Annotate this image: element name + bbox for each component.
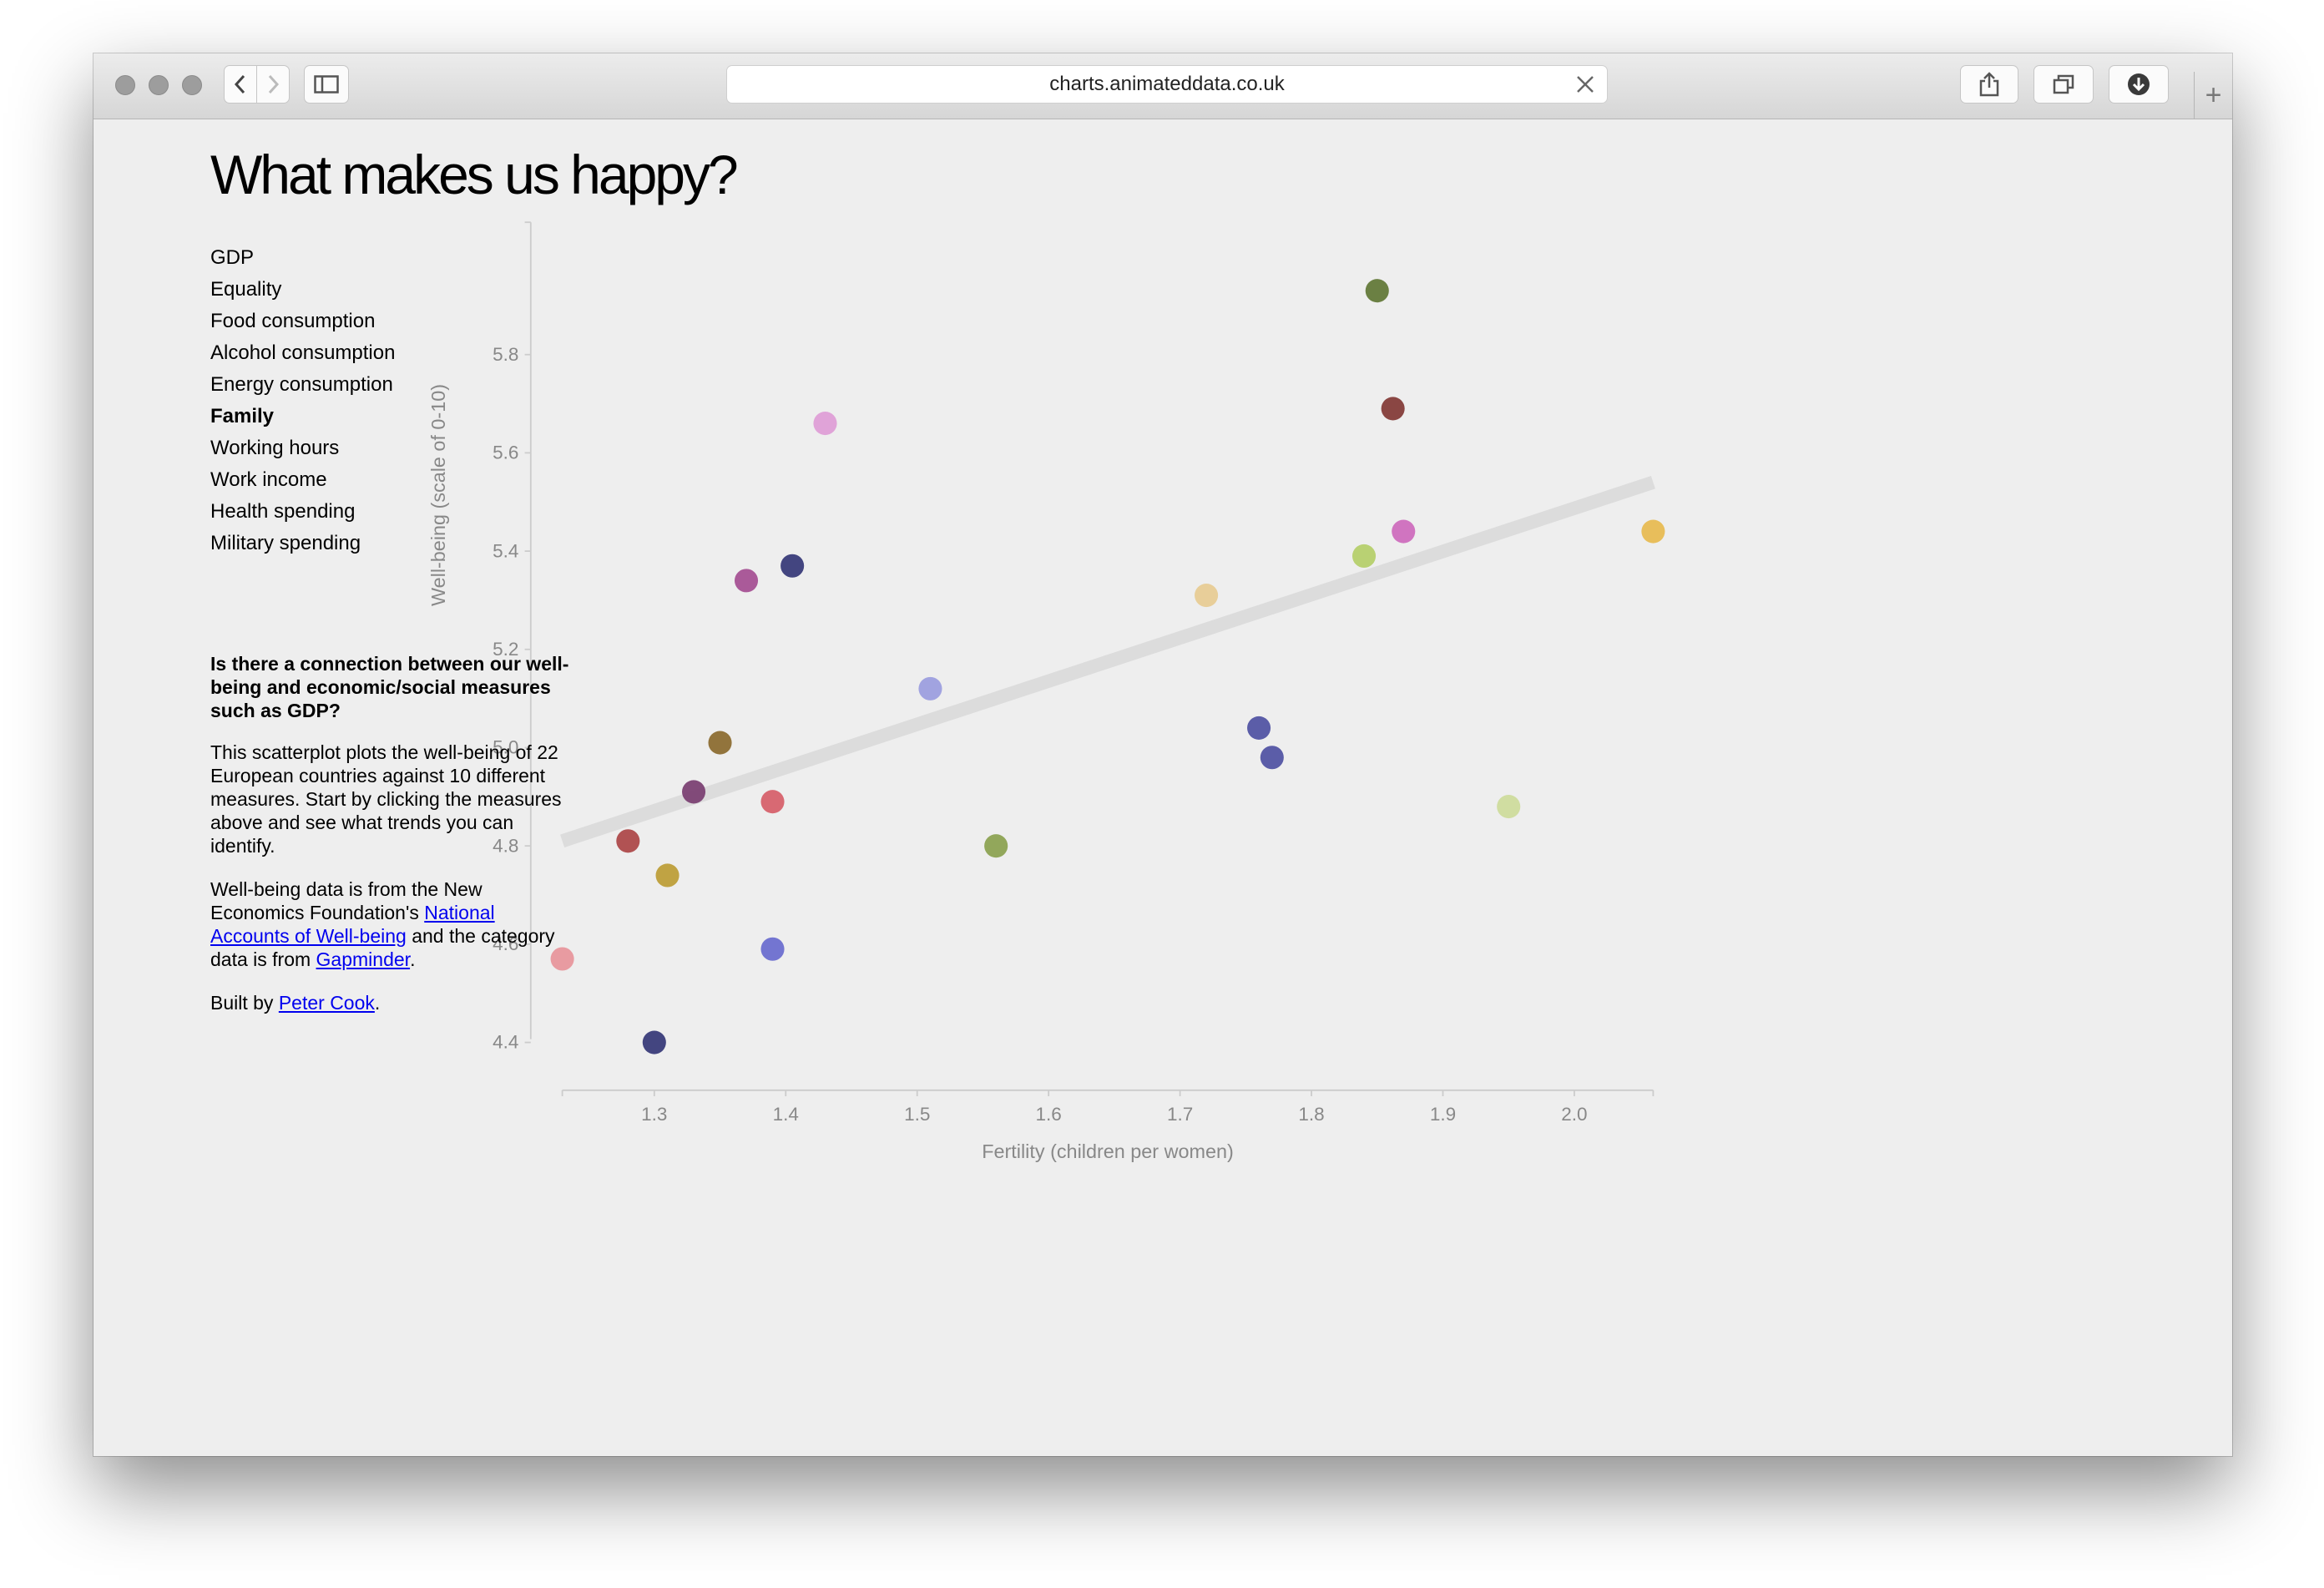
plus-icon: + [2205, 78, 2222, 111]
new-tab-button[interactable]: + [2194, 72, 2232, 119]
data-point [781, 554, 805, 578]
measure-item-working-hours[interactable]: Working hours [210, 437, 340, 459]
url-text: charts.animateddata.co.uk [1049, 73, 1285, 95]
x-tick-label: 1.4 [773, 1104, 799, 1125]
measure-item-energy-consumption[interactable]: Energy consumption [210, 373, 393, 396]
gapminder-link[interactable]: Gapminder [316, 948, 411, 970]
source-text-mid: and the category data is from [210, 925, 555, 970]
back-icon [234, 74, 245, 94]
source-text: Well-being data is from the New Economic… [210, 878, 482, 923]
data-point [682, 780, 706, 804]
tabs-button[interactable] [2034, 65, 2094, 104]
trend-line [560, 476, 1655, 847]
back-button[interactable] [224, 65, 257, 104]
measure-item-alcohol-consumption[interactable]: Alcohol consumption [210, 341, 396, 364]
info-panel: Is there a connection between our well-b… [210, 652, 578, 1034]
data-point [734, 569, 759, 593]
data-point [642, 1030, 666, 1054]
y-tick-label: 5.8 [493, 344, 518, 365]
national-accounts-link[interactable]: National Accounts of Well-being [210, 902, 495, 947]
x-axis-title: Fertility (children per women) [982, 1140, 1234, 1162]
download-button[interactable] [2109, 65, 2169, 104]
measure-item-gdp[interactable]: GDP [210, 246, 255, 269]
y-tick-label: 5.0 [493, 737, 518, 758]
page-content: 4.4 4.6 4.8 5.0 5.2 5.4 5.6 5.8 1.3 1.4 1.5 1.6 1.7 1… [93, 119, 2232, 1456]
data-point [1195, 584, 1219, 608]
data-point [1392, 519, 1416, 544]
y-tick-label: 4.8 [493, 835, 518, 856]
data-point [1351, 544, 1377, 569]
measure-item-military-spending[interactable]: Military spending [210, 532, 361, 554]
sidebar-icon [314, 75, 339, 94]
y-tick-label: 5.4 [493, 540, 518, 561]
data-point [760, 790, 785, 814]
forward-button[interactable] [256, 65, 290, 104]
share-button[interactable] [1960, 65, 2018, 104]
data-point [1497, 795, 1521, 819]
address-bar[interactable]: charts.animateddata.co.uk [726, 65, 1608, 104]
measure-item-food-consumption[interactable]: Food consumption [210, 310, 376, 332]
data-point [1247, 716, 1271, 740]
measure-item-work-income[interactable]: Work income [210, 468, 327, 491]
peter-cook-link[interactable]: Peter Cook [278, 992, 375, 1014]
y-tick-label: 5.2 [493, 639, 518, 660]
data-point [813, 412, 837, 436]
data-point [918, 676, 942, 700]
data-point [1641, 519, 1665, 544]
x-tick-label: 1.7 [1167, 1104, 1193, 1125]
y-tick-label: 5.6 [493, 443, 518, 463]
y-tick-label: 4.4 [493, 1032, 518, 1053]
x-tick-label: 1.6 [1036, 1104, 1062, 1125]
download-icon [2128, 73, 2150, 95]
data-point [984, 834, 1008, 858]
forward-icon [268, 74, 280, 94]
data-point [1365, 279, 1389, 303]
sidebar-button[interactable] [304, 65, 349, 104]
measure-item-health-spending[interactable]: Health spending [210, 500, 356, 523]
data-point [616, 829, 640, 853]
y-tick-label: 4.6 [493, 933, 518, 954]
chart-plot-group: 4.4 4.6 4.8 5.0 5.2 5.4 5.6 5.8 1.3 1.4 1.5 1.6 1.7 1… [427, 221, 1665, 1162]
info-description: This scatterplot plots the well-being of… [210, 741, 562, 857]
y-axis-title: Well-being (scale of 0-10) [427, 384, 449, 606]
x-tick-label: 2.0 [1561, 1104, 1587, 1125]
browser-window: charts.animateddata.co.uk + 4.4 4.6 4.8 5.0… [93, 53, 2232, 1456]
page-title: What makes us happy? [210, 144, 739, 205]
source-text-end: . [410, 948, 416, 970]
share-icon [1979, 72, 1999, 97]
x-tick-label: 1.9 [1430, 1104, 1456, 1125]
data-point [655, 863, 680, 888]
data-point [550, 947, 574, 971]
scatter-chart: 4.4 4.6 4.8 5.0 5.2 5.4 5.6 5.8 1.3 1.4 1.5 1.6 1.7 1… [427, 221, 1665, 1162]
measure-menu: GDP Equality Food consumption Alcohol consu… [210, 242, 395, 559]
measure-item-family[interactable]: Family [210, 405, 275, 427]
close-window-button[interactable] [115, 75, 135, 95]
info-question: Is there a connection between our well-b… [210, 653, 569, 721]
built-by-end: . [374, 992, 381, 1014]
x-tick-label: 1.8 [1298, 1104, 1324, 1125]
data-point [708, 731, 732, 755]
data-point [760, 937, 785, 961]
zoom-window-button[interactable] [182, 75, 202, 95]
built-by-text: Built by [210, 992, 279, 1014]
data-point [1260, 746, 1284, 770]
minimize-window-button[interactable] [149, 75, 169, 95]
browser-toolbar: charts.animateddata.co.uk + [93, 53, 2232, 119]
close-icon[interactable] [1574, 73, 1597, 96]
tabs-icon [2053, 74, 2074, 94]
measure-item-equality[interactable]: Equality [210, 278, 282, 301]
info-sources: Well-being data is from the New Economic… [210, 877, 578, 971]
x-tick-label: 1.5 [904, 1104, 930, 1125]
x-tick-label: 1.3 [641, 1104, 667, 1125]
data-point [1381, 397, 1405, 421]
info-credits: Built by Peter Cook. [210, 991, 578, 1014]
